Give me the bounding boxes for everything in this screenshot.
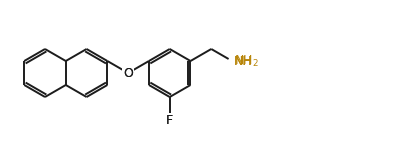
Text: NH: NH [234, 55, 252, 67]
Text: F: F [166, 115, 173, 127]
Text: F: F [166, 115, 173, 127]
Text: NH: NH [234, 55, 252, 67]
Text: NH$_2$: NH$_2$ [234, 54, 258, 69]
Text: O: O [123, 66, 133, 80]
Text: O: O [123, 66, 133, 80]
Text: NH: NH [234, 55, 252, 67]
Text: F: F [166, 115, 173, 127]
Text: O: O [123, 66, 133, 80]
